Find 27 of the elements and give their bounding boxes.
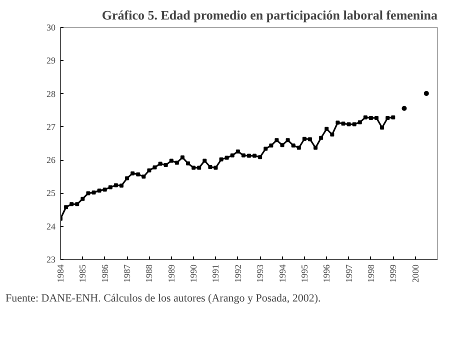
source-note: Fuente: DANE-ENH. Cálculos de los autores (Arango y Posada, 2002).: [6, 292, 322, 304]
x-tick-label: 1984: [56, 264, 66, 282]
x-tick-label: 1994: [277, 264, 288, 282]
x-tick-label: 1992: [232, 264, 243, 282]
x-tick-label: 1998: [366, 264, 376, 282]
x-tick-label: 1987: [122, 264, 132, 282]
x-tick-label: 1997: [344, 264, 354, 282]
chart-title: Gráfico 5. Edad promedio en participación laboral femenina: [102, 8, 438, 22]
x-tick-label: 1990: [188, 264, 199, 282]
y-tick-label: 26: [46, 155, 56, 166]
y-tick-label: 27: [46, 122, 56, 132]
x-tick-label: 1996: [322, 264, 332, 282]
x-tick-label: 1993: [255, 264, 266, 282]
x-tick-label: 1991: [210, 264, 221, 282]
y-tick-label: 23: [46, 254, 56, 264]
x-tick-label: 1985: [78, 264, 88, 282]
x-tick-label: 1999: [388, 264, 398, 282]
y-tick-label: 28: [46, 88, 56, 99]
y-tick-label: 24: [46, 221, 56, 232]
y-tick-label: 30: [46, 22, 56, 32]
x-tick-label: 1986: [100, 264, 110, 282]
x-tick-label: 1995: [299, 264, 310, 282]
y-tick-label: 25: [46, 188, 56, 198]
x-tick-label: 1988: [144, 264, 154, 282]
x-tick-label: 1989: [166, 264, 176, 282]
y-tick-label: 29: [46, 56, 56, 66]
x-tick-label: 2000: [410, 264, 420, 282]
